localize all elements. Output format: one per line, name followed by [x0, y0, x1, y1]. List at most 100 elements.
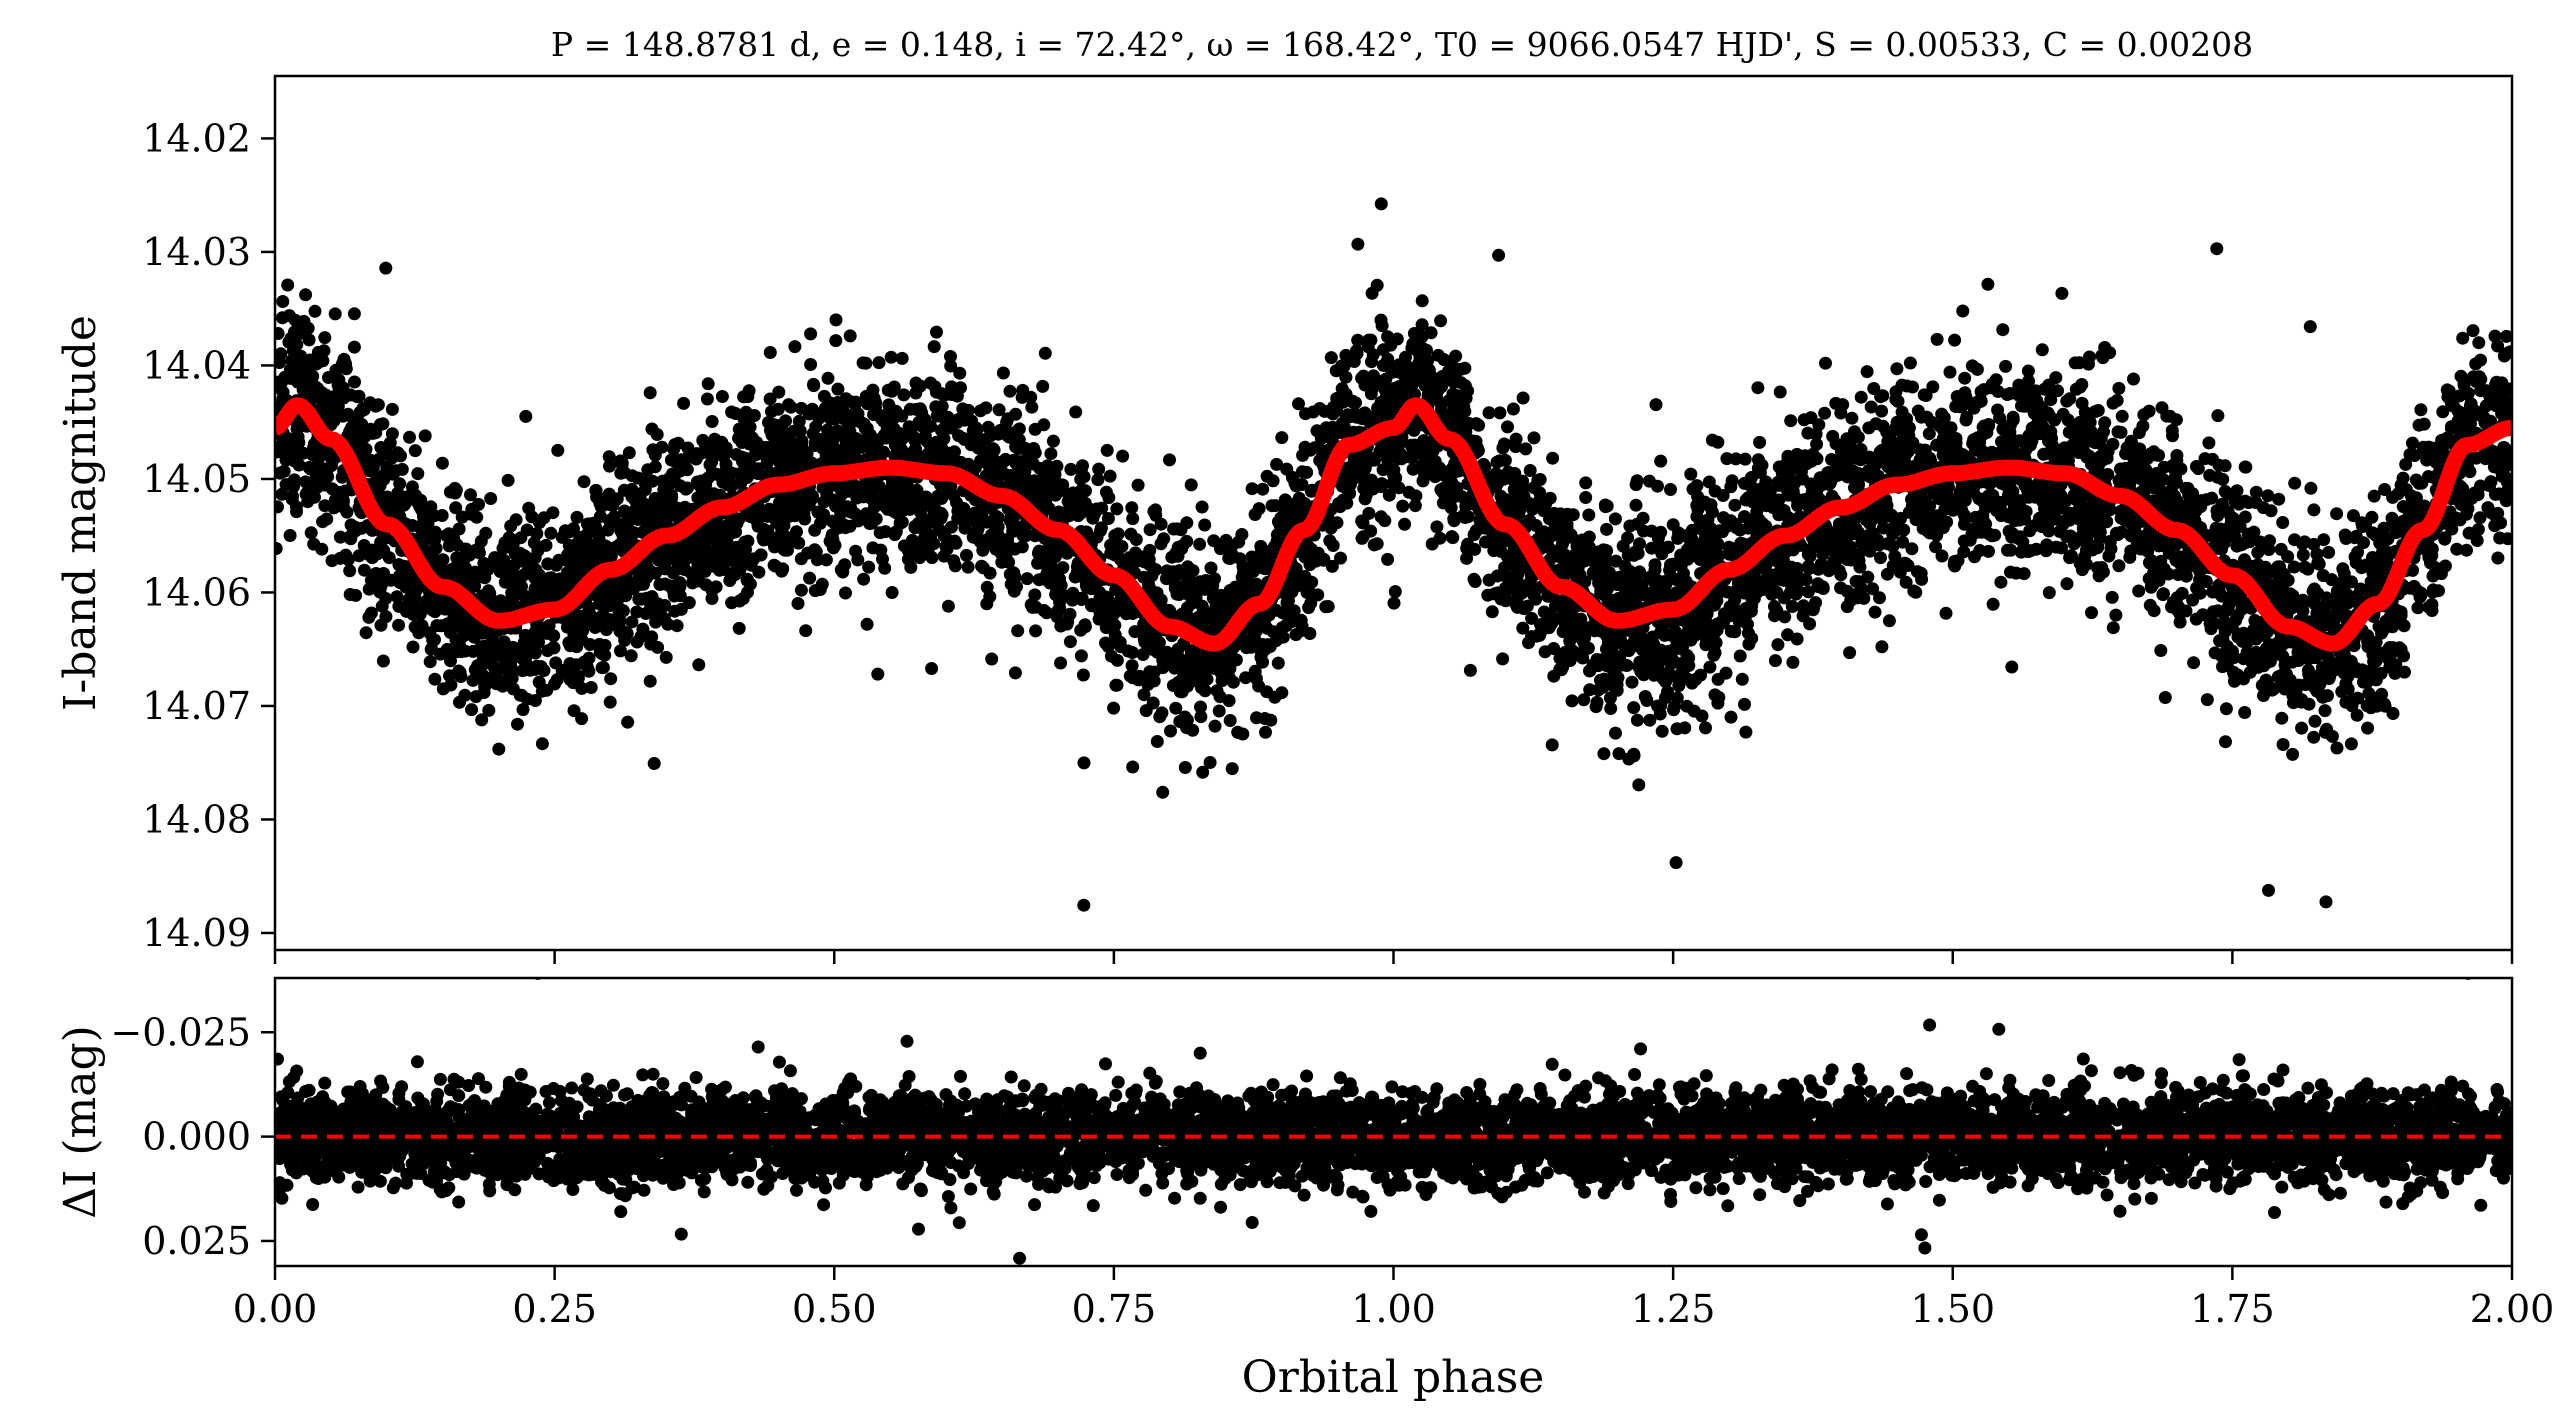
observation-point: [1930, 332, 1944, 346]
observation-point: [1958, 371, 1972, 385]
observation-point: [1891, 394, 1905, 408]
observation-point: [1001, 412, 1015, 426]
observation-point: [283, 529, 297, 542]
observation-point: [2367, 489, 2381, 503]
observation-point: [275, 500, 284, 514]
observation-point: [2336, 562, 2350, 576]
observation-point: [1038, 346, 1052, 360]
observation-point: [808, 523, 822, 537]
observation-point: [492, 742, 506, 756]
observation-point: [2203, 468, 2217, 482]
observation-point: [2351, 691, 2365, 705]
observation-point: [2134, 462, 2147, 476]
observation-point: [1953, 500, 1967, 514]
observation-point: [641, 463, 655, 477]
observation-point: [1592, 683, 1605, 697]
observation-point: [2123, 550, 2137, 564]
observation-point: [1875, 640, 1889, 654]
observation-point: [604, 582, 618, 596]
observation-point: [1260, 469, 1274, 483]
observation-point: [944, 359, 958, 373]
observation-point: [415, 500, 429, 514]
observation-point: [397, 601, 411, 615]
observation-point: [1994, 575, 2008, 589]
observation-point: [356, 401, 370, 415]
observation-point: [1527, 431, 1541, 445]
observation-point: [1387, 596, 1401, 610]
observation-point: [477, 686, 491, 699]
observation-point: [2220, 639, 2234, 653]
observation-point: [1561, 646, 1574, 660]
observation-point: [1125, 501, 1139, 515]
observation-point: [343, 564, 357, 578]
observation-point: [667, 442, 681, 456]
observation-point: [1545, 738, 1559, 752]
observation-point: [961, 560, 975, 574]
observation-point: [2055, 541, 2068, 555]
observation-point: [1649, 398, 1663, 412]
observation-point: [1153, 592, 1166, 606]
observation-point: [1382, 488, 1396, 502]
observation-point: [2304, 481, 2318, 495]
observation-point: [2157, 460, 2171, 474]
observation-point: [1324, 351, 1338, 365]
observation-point: [1773, 385, 1787, 399]
observation-point: [1225, 762, 1239, 776]
observation-point: [2503, 345, 2512, 359]
observation-point: [1643, 713, 1657, 727]
observation-point: [2488, 487, 2502, 501]
observation-point: [614, 454, 628, 468]
observation-point: [701, 377, 715, 391]
observation-point: [2251, 546, 2265, 559]
observation-point: [1169, 701, 1183, 715]
observation-point: [1577, 693, 1591, 707]
observation-point: [625, 615, 639, 629]
observation-point: [925, 551, 939, 565]
observation-point: [1802, 562, 1816, 576]
observation-point: [1801, 547, 1815, 561]
observation-point: [2187, 656, 2201, 670]
observation-point: [1296, 448, 1310, 462]
observation-point: [281, 278, 295, 292]
observation-point: [470, 510, 484, 524]
observation-point: [1184, 478, 1198, 492]
observation-point: [1100, 443, 1114, 457]
observation-point: [1797, 413, 1811, 427]
observation-point: [1907, 584, 1921, 598]
observation-point: [1157, 648, 1171, 662]
observation-point: [1699, 721, 1712, 735]
observation-point: [1239, 671, 1253, 685]
observation-point: [1522, 636, 1535, 650]
observation-point: [1222, 661, 1236, 675]
observation-point: [1629, 498, 1643, 512]
observation-point: [455, 510, 469, 524]
observation-point: [1600, 522, 1614, 536]
observation-point: [1834, 568, 1848, 582]
observation-point: [1597, 747, 1611, 761]
observation-point: [2491, 551, 2505, 565]
observation-point: [2288, 476, 2302, 490]
observation-point: [449, 633, 463, 647]
observation-point: [878, 561, 892, 575]
observation-point: [1609, 726, 1622, 740]
observation-point: [435, 456, 449, 470]
observation-point: [1126, 512, 1140, 526]
observation-point: [804, 327, 818, 341]
observation-point: [511, 717, 524, 731]
observation-point: [2021, 431, 2035, 445]
observation-point: [1195, 500, 1209, 514]
observation-point: [1659, 675, 1673, 689]
observation-point: [2242, 496, 2256, 510]
observation-point: [2042, 586, 2056, 600]
observation-point: [803, 571, 817, 585]
observation-point: [1625, 675, 1639, 689]
observation-point: [1029, 624, 1043, 638]
observation-point: [2268, 953, 2281, 966]
observation-point: [1627, 701, 1641, 715]
observation-point: [1015, 390, 1029, 404]
observation-point: [819, 553, 833, 567]
observation-point: [985, 652, 999, 666]
observation-point: [983, 590, 997, 604]
observation-point: [634, 592, 648, 606]
observation-point: [2286, 747, 2300, 761]
